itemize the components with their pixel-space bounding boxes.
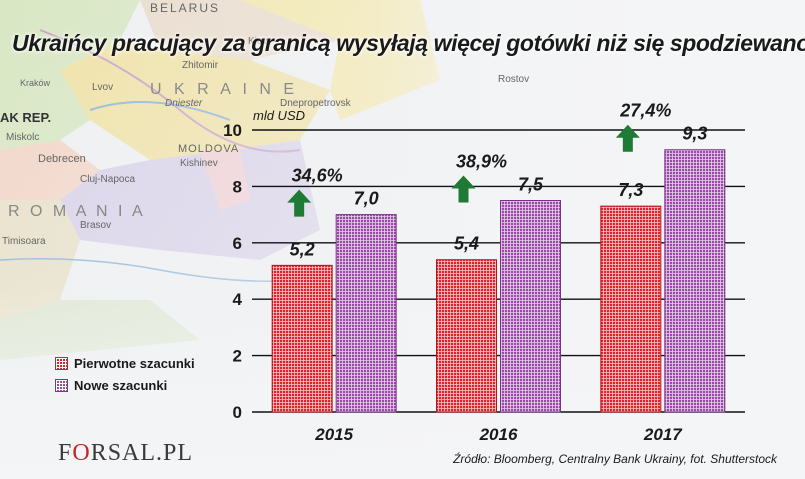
chart-title: Ukraińcy pracujący za granicą wysyłają w…: [12, 30, 805, 56]
bar-pierwotne: [271, 264, 333, 413]
map-label: Kiev: [248, 36, 267, 47]
up-arrow-icon: [451, 175, 476, 203]
map-label: MOLDOVA: [178, 143, 239, 155]
bar-pierwotne: [600, 205, 662, 413]
legend: Pierwotne szacunki Nowe szacunki: [55, 352, 195, 396]
up-arrow-icon: [287, 189, 312, 217]
forsal-logo: FORSAL.PL: [58, 440, 194, 466]
map-label: U K R A I N E: [150, 81, 298, 98]
map-label: Dniester: [165, 98, 203, 109]
map-label: Lvov: [92, 82, 113, 93]
y-tick-label: 10: [223, 121, 242, 140]
legend-label: Nowe szacunki: [74, 377, 168, 393]
x-tick-label: 2017: [643, 425, 683, 444]
map-label: AK REP.: [0, 110, 51, 125]
data-label: 5,4: [454, 234, 479, 254]
map-label: Cluj-Napoca: [80, 174, 135, 185]
map-label: R O M A N I A: [8, 203, 146, 220]
map-label: Rostov: [498, 74, 529, 85]
y-tick-label: 8: [233, 177, 242, 196]
source-note: Źródło: Bloomberg, Centralny Bank Ukrain…: [453, 452, 777, 466]
change-percent-label: 38,9%: [456, 152, 507, 172]
bar-nowe: [500, 200, 561, 413]
y-tick-label: 0: [233, 403, 242, 422]
data-label: 9,3: [682, 124, 707, 144]
y-tick-label: 2: [233, 347, 242, 366]
y-tick-label: 4: [233, 290, 243, 309]
map-label: Dnepropetrovsk: [280, 98, 352, 109]
bar-nowe: [335, 214, 397, 413]
data-label: 5,2: [290, 239, 315, 259]
map-label: Kraków: [20, 78, 51, 88]
y-tick-label: 6: [233, 234, 242, 253]
map-label: BELARUS: [150, 1, 220, 15]
bar-nowe: [664, 149, 726, 413]
data-label: 7,0: [354, 189, 379, 209]
map-label: Kishinev: [180, 158, 218, 169]
map-label: Timisoara: [2, 236, 46, 247]
legend-item-nowe: Nowe szacunki: [55, 374, 195, 396]
x-tick-label: 2016: [479, 425, 518, 444]
data-label: 7,3: [618, 180, 643, 200]
legend-swatch-purple: [55, 378, 68, 392]
legend-swatch-red: [55, 356, 68, 370]
legend-item-pierwotne: Pierwotne szacunki: [55, 352, 195, 374]
map-label: Miskolc: [6, 132, 39, 143]
change-percent-label: 34,6%: [292, 166, 343, 186]
map-label: Debrecen: [38, 153, 86, 165]
legend-label: Pierwotne szacunki: [74, 355, 195, 371]
change-percent-label: 27,4%: [619, 101, 671, 121]
y-axis-unit: mld USD: [253, 108, 305, 123]
data-label: 7,5: [518, 175, 544, 195]
x-tick-label: 2015: [314, 425, 353, 444]
bar-pierwotne: [436, 259, 497, 413]
map-label: Zhitomir: [182, 60, 219, 71]
up-arrow-icon: [615, 124, 640, 152]
map-label: Brasov: [80, 220, 111, 231]
